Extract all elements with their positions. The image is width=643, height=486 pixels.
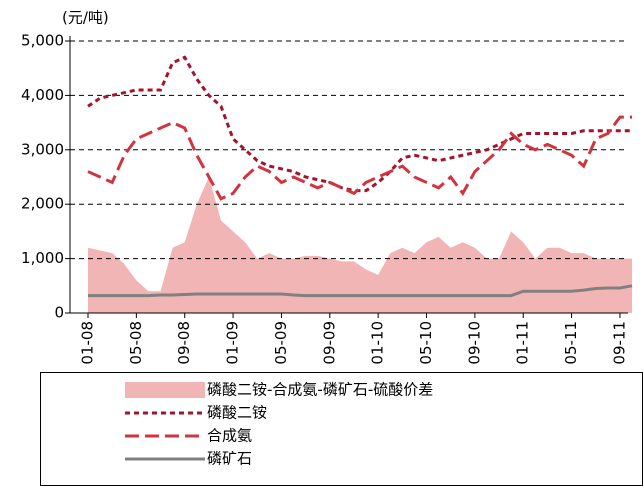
- x-tick-label: 09-11: [610, 321, 628, 365]
- legend-label: 磷酸二铵-合成氨-磷矿石-硫酸价差: [207, 381, 433, 399]
- line: [87, 55, 633, 193]
- x-tick-label: 09-08: [175, 321, 193, 365]
- y-tick-label: 4,000: [21, 86, 64, 104]
- y-tick-label: 3,000: [21, 140, 64, 158]
- x-tick-label: 01-11: [514, 321, 532, 365]
- x-tick-label: 01-10: [369, 321, 387, 365]
- x-tick-label: 05-09: [272, 321, 290, 365]
- area: [88, 177, 633, 313]
- y-tick-label: 2,000: [21, 195, 64, 213]
- x-tick-label: 01-09: [224, 321, 242, 365]
- legend-swatch: [125, 382, 205, 398]
- y-tick-label: 1,000: [21, 249, 64, 267]
- x-tick-label: 05-08: [127, 321, 145, 365]
- x-tick-label: 05-11: [562, 321, 580, 365]
- y-tick-label: 5,000: [21, 32, 64, 50]
- unit-label: (元/吨): [62, 9, 109, 27]
- x-tick-label: 01-08: [79, 321, 97, 365]
- x-tick-label: 09-09: [320, 321, 338, 365]
- line: [87, 115, 633, 201]
- x-tick-label: 09-10: [465, 321, 483, 365]
- y-tick-label: 0: [54, 304, 64, 322]
- legend-label: 磷酸二铵: [207, 404, 267, 422]
- line: [88, 284, 633, 298]
- x-tick-label: 05-10: [417, 321, 435, 365]
- legend-label: 磷矿石: [207, 450, 252, 468]
- legend-label: 合成氨: [207, 427, 252, 445]
